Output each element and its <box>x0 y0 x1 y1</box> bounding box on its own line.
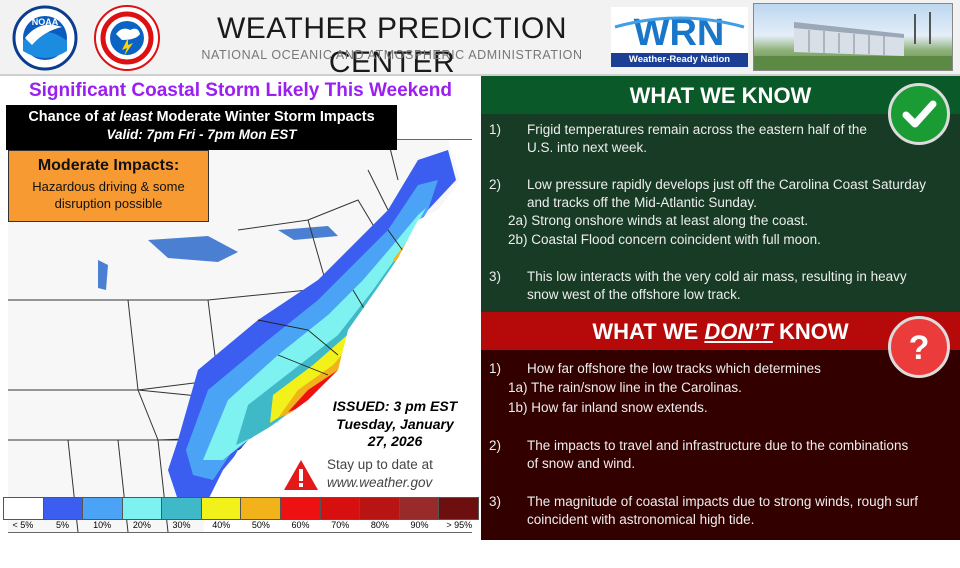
legend-swatch <box>320 498 361 519</box>
map-title: Significant Coastal Storm Likely This We… <box>28 80 453 101</box>
building-photo <box>753 3 953 71</box>
legend-swatch <box>43 498 84 519</box>
legend-swatch <box>360 498 400 519</box>
noaa-logo: NOAA <box>12 5 78 71</box>
legend-label: > 95% <box>446 520 473 530</box>
dont-know-subitem-1a: 1a) The rain/snow line in the Carolinas. <box>508 380 742 395</box>
legend-swatch <box>122 498 163 519</box>
issued-time: ISSUED: 3 pm EST <box>332 398 458 414</box>
issued-block: ISSUED: 3 pm EST Tuesday, January 27, 20… <box>310 398 480 450</box>
website-link[interactable]: www.weather.gov <box>327 475 433 490</box>
warning-icon <box>284 460 318 490</box>
legend-swatch <box>241 498 282 519</box>
stay-updated: Stay up to date at www.weather.gov <box>327 456 477 492</box>
chance-line: Chance of at least Moderate Winter Storm… <box>28 109 375 125</box>
legend-label: < 5% <box>12 520 34 530</box>
issued-date: Tuesday, January 27, 2026 <box>336 416 454 449</box>
know-subitem-2a: 2a) Strong onshore winds at least along … <box>508 213 809 228</box>
band-50pct <box>278 325 368 418</box>
dont-know-subitem-1b: 1b) How far inland snow extends. <box>508 400 708 415</box>
nws-logo <box>94 5 160 71</box>
legend-label: 30% <box>172 520 191 530</box>
svg-text:?: ? <box>909 329 930 367</box>
wrn-caption: Weather-Ready Nation <box>611 53 748 67</box>
stay-text: Stay up to date at <box>327 457 433 472</box>
probability-map <box>8 139 472 533</box>
question-mark-icon: ? <box>888 316 950 378</box>
legend-swatch <box>83 498 123 519</box>
what-we-know-section: WHAT WE KNOW 1) Frigid temperatures rema… <box>481 76 960 312</box>
header-bar: NOAA WEATHER PREDICTION CENTER NATIONAL … <box>0 0 960 79</box>
legend-label: 5% <box>56 520 70 530</box>
great-lakes <box>98 226 338 290</box>
know-subitem-2b: 2b) Coastal Flood concern coincident wit… <box>508 232 821 247</box>
checkmark-icon <box>888 83 950 145</box>
chance-box: Chance of at least Moderate Winter Storm… <box>6 105 397 150</box>
legend-label: 20% <box>132 520 151 530</box>
legend-swatch <box>201 498 242 519</box>
legend-labels: < 5% 5% 10% 20% 30% 40% 50% 60% 70% 80% 90% > 95% <box>3 520 479 530</box>
valid-time: Valid: 7pm Fri - 7pm Mon EST <box>106 127 297 142</box>
legend-swatch <box>4 498 44 519</box>
land-mass <box>8 140 460 532</box>
impact-title: Moderate Impacts: <box>37 157 180 174</box>
what-we-dont-know-heading: WHAT WE DON’T KNOW <box>481 312 960 350</box>
wrn-wordmark-icon: WRN <box>614 12 745 54</box>
page-title: WEATHER PREDICTION CENTER <box>216 12 568 79</box>
legend-label: 40% <box>212 520 231 530</box>
legend-label: 70% <box>331 520 350 530</box>
legend-swatch <box>399 498 440 519</box>
ocean <box>203 140 472 532</box>
legend-label: 50% <box>251 520 270 530</box>
wrn-logo: WRN Weather-Ready Nation <box>611 7 748 67</box>
legend-swatch <box>281 498 321 519</box>
impact-box: Moderate Impacts: Hazardous driving & so… <box>8 150 209 222</box>
legend-bar <box>3 497 479 520</box>
band-40pct <box>270 258 400 423</box>
legend-swatch <box>439 498 478 519</box>
legend-label: 10% <box>93 520 112 530</box>
legend-swatch <box>162 498 202 519</box>
what-we-know-heading: WHAT WE KNOW <box>481 76 960 114</box>
info-panel: WHAT WE KNOW 1) Frigid temperatures rema… <box>481 76 960 540</box>
band-60pct <box>288 352 358 412</box>
impact-description: Hazardous driving & some disruption poss… <box>32 179 185 211</box>
what-we-dont-know-section: WHAT WE DON’T KNOW ? 1) How far offshore… <box>481 312 960 540</box>
legend-label: 80% <box>370 520 389 530</box>
page-subtitle: NATIONAL OCEANIC AND ATMOSPHERIC ADMINIS… <box>201 48 583 62</box>
svg-text:NOAA: NOAA <box>32 17 59 27</box>
legend-label: 60% <box>291 520 310 530</box>
legend-label: 90% <box>410 520 429 530</box>
